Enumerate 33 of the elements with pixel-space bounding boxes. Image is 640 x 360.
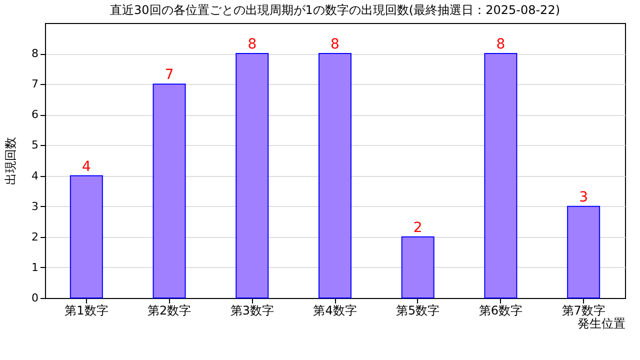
bar [236,53,269,298]
y-tick-label: 2 [32,230,38,244]
data-label: 8 [496,36,506,53]
y-tick-label: 0 [32,292,38,304]
data-label: 7 [164,67,174,84]
x-tick-label: 第1数字 [64,304,108,318]
data-label: 4 [82,158,91,175]
y-tick-label: 1 [32,260,38,274]
chart-title: 直近30回の各位置ごとの出現周期が1の数字の出現回数(最終抽選日：2025-08-22) [110,3,560,17]
x-tick-label: 第7数字 [562,304,606,318]
data-label: 3 [579,189,588,206]
bar [567,206,600,298]
data-label: 8 [330,36,340,53]
y-tick-label: 4 [32,169,38,182]
x-tick-label: 第6数字 [478,304,523,318]
x-tick-label: 第5数字 [396,304,440,318]
bar [70,175,103,298]
bar [152,84,186,298]
y-tick-label: 8 [32,47,38,60]
bar [484,53,518,298]
bar [401,236,434,298]
y-tick-label: 3 [32,200,38,213]
y-axis-title: 出現回数 [4,137,18,185]
y-tick-label: 7 [32,78,38,91]
x-tick-label: 第2数字 [147,304,192,318]
data-label: 2 [413,220,422,236]
x-tick-label: 第4数字 [313,304,357,318]
y-tick-label: 5 [32,138,38,152]
x-tick-label: 第3数字 [230,304,274,318]
x-axis-title: 発生位置 [578,316,626,330]
data-label: 8 [248,36,257,53]
bar [318,53,352,298]
y-tick-label: 6 [32,108,38,122]
